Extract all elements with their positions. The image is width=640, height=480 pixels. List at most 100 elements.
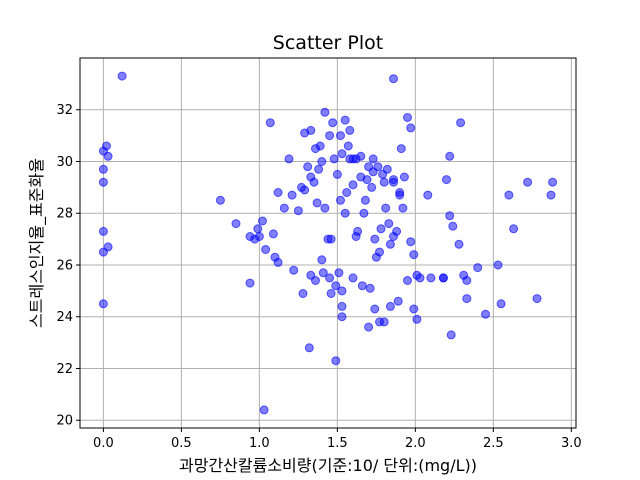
- x-tick-label: 2.0: [405, 436, 426, 451]
- scatter-point: [102, 141, 111, 151]
- y-tick-label: 22: [56, 362, 73, 377]
- scatter-point: [306, 125, 316, 135]
- scatter-point: [334, 268, 344, 278]
- scatter-point: [473, 263, 483, 273]
- scatter-point: [445, 211, 455, 221]
- scatter-point: [389, 177, 398, 187]
- scatter-point: [360, 195, 370, 205]
- scatter-point: [303, 162, 313, 172]
- scatter-point: [399, 172, 409, 182]
- scatter-point: [340, 115, 350, 125]
- scatter-point: [456, 118, 466, 128]
- scatter-point: [340, 208, 350, 218]
- scatter-point: [462, 276, 472, 285]
- scatter-point: [368, 154, 378, 164]
- scatter-point: [406, 237, 416, 247]
- scatter-point: [384, 219, 394, 229]
- scatter-point: [268, 229, 278, 239]
- y-axis-label: 스트레스인지율_표준화율: [27, 158, 47, 328]
- scatter-point: [442, 175, 451, 185]
- scatter-point: [337, 149, 347, 159]
- scatter-point: [370, 304, 380, 314]
- y-tick-label: 32: [56, 103, 73, 118]
- scatter-point: [261, 245, 271, 254]
- scatter-point: [98, 177, 108, 187]
- scatter-point: [548, 177, 558, 187]
- scatter-point: [287, 190, 297, 200]
- scatter-point: [509, 224, 519, 234]
- scatter-point: [376, 224, 386, 234]
- scatter-point: [385, 301, 395, 311]
- scatter-point: [273, 188, 283, 197]
- scatter-point: [311, 144, 320, 154]
- scatter-point: [356, 151, 366, 161]
- scatter-point: [445, 151, 455, 161]
- data-points: [98, 71, 558, 415]
- scatter-point: [332, 169, 342, 179]
- scatter-point: [231, 219, 241, 229]
- scatter-point: [504, 190, 514, 200]
- scatter-point: [342, 188, 352, 197]
- scatter-point: [259, 405, 269, 415]
- scatter-point: [336, 131, 345, 141]
- x-tick-label: 1.0: [249, 436, 270, 451]
- scatter-point: [98, 299, 108, 309]
- scatter-point: [245, 278, 255, 288]
- scatter-point: [348, 273, 358, 283]
- y-tick-label: 24: [56, 310, 73, 325]
- scatter-point: [311, 276, 320, 285]
- scatter-point: [328, 118, 338, 128]
- scatter-point: [304, 343, 314, 353]
- scatter-point: [412, 314, 422, 324]
- scatter-point: [300, 185, 310, 195]
- scatter-point: [446, 330, 456, 340]
- scatter-point: [329, 154, 339, 164]
- scatter-point: [382, 164, 392, 174]
- scatter-point: [309, 177, 319, 187]
- scatter-point: [367, 182, 377, 192]
- scatter-point: [395, 190, 405, 200]
- scatter-point: [293, 206, 303, 216]
- scatter-point: [289, 265, 299, 275]
- scatter-point: [312, 198, 322, 208]
- scatter-point: [345, 154, 355, 164]
- scatter-point: [381, 203, 391, 213]
- scatter-point: [279, 203, 289, 213]
- scatter-point: [364, 322, 374, 332]
- scatter-point: [409, 250, 419, 260]
- scatter-point: [423, 190, 433, 200]
- x-axis-label: 과망간산칼륨소비량(기준:10/ 단위:(mg/L)): [179, 456, 477, 475]
- scatter-point: [409, 304, 419, 314]
- scatter-point: [426, 273, 436, 283]
- y-axis-ticks: 20 22 24 26 28 30 32: [56, 103, 80, 429]
- scatter-point: [345, 125, 355, 135]
- chart-title: Scatter Plot: [273, 32, 383, 54]
- scatter-point: [337, 312, 347, 322]
- scatter-point: [326, 234, 336, 244]
- scatter-point: [353, 226, 363, 236]
- y-tick-label: 26: [56, 258, 73, 273]
- scatter-point: [348, 180, 358, 190]
- x-tick-label: 0.0: [93, 436, 114, 451]
- scatter-point: [314, 164, 324, 174]
- scatter-point: [385, 239, 395, 249]
- scatter-point: [393, 296, 403, 306]
- x-tick-label: 1.5: [327, 436, 348, 451]
- scatter-point: [496, 299, 506, 309]
- scatter-point: [117, 71, 127, 81]
- scatter-point: [318, 268, 328, 278]
- scatter-point: [398, 203, 408, 213]
- scatter-point: [253, 224, 263, 234]
- x-tick-label: 2.5: [483, 436, 504, 451]
- scatter-point: [359, 208, 369, 218]
- scatter-point: [415, 273, 425, 283]
- scatter-point: [317, 255, 327, 265]
- scatter-point: [365, 283, 375, 293]
- scatter-point: [448, 221, 458, 231]
- scatter-point: [375, 247, 384, 257]
- scatter-point: [320, 203, 330, 213]
- scatter-point: [98, 164, 108, 174]
- x-axis-ticks: 0.0 0.5 1.0 1.5 2.0 2.5 3.0: [93, 428, 582, 451]
- scatter-point: [317, 157, 327, 166]
